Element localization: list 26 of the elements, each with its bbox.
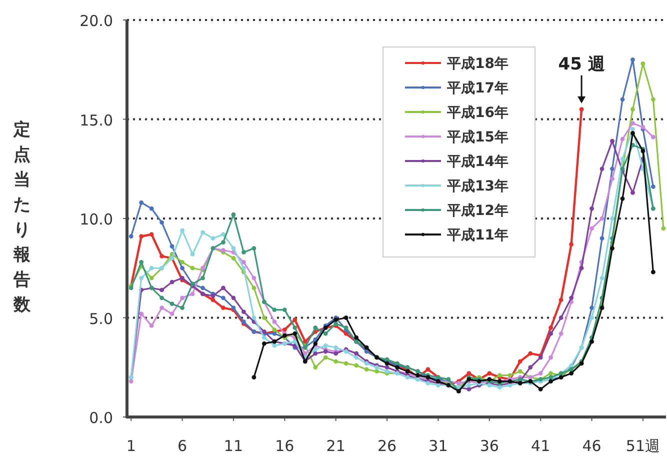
x-tick-label: 31: [428, 437, 448, 455]
y-tick-label: 20.0: [80, 12, 113, 30]
y-tick-label: 0.0: [89, 409, 113, 427]
annotation: 45 週: [558, 54, 605, 74]
x-tick-label: 6: [178, 437, 188, 455]
legend-label: 平成12年: [446, 203, 508, 219]
y-axis-title: 定点当たり報告数: [12, 120, 32, 315]
x-tick-label: 1: [126, 437, 136, 455]
x-tick-label: 51週: [626, 437, 660, 455]
legend-label: 平成14年: [446, 154, 508, 170]
x-tick-label: 46: [582, 437, 602, 455]
legend-label: 平成15年: [446, 130, 508, 146]
x-tick-label: 21: [326, 437, 346, 455]
x-tick-label: 36: [480, 437, 499, 455]
x-tick-label: 11: [224, 437, 244, 455]
x-tick-label: 16: [275, 437, 294, 455]
y-tick-label: 10.0: [80, 210, 113, 228]
y-tick-label: 5.0: [89, 310, 113, 328]
y-tick-label: 15.0: [80, 111, 113, 130]
legend-label: 平成16年: [446, 105, 508, 121]
x-tick-label: 26: [377, 437, 397, 455]
legend-label: 平成18年: [446, 56, 508, 72]
legend-label: 平成13年: [446, 178, 508, 194]
legend-label: 平成17年: [446, 80, 508, 96]
x-tick-label: 41: [531, 437, 550, 455]
legend-label: 平成11年: [446, 228, 508, 244]
